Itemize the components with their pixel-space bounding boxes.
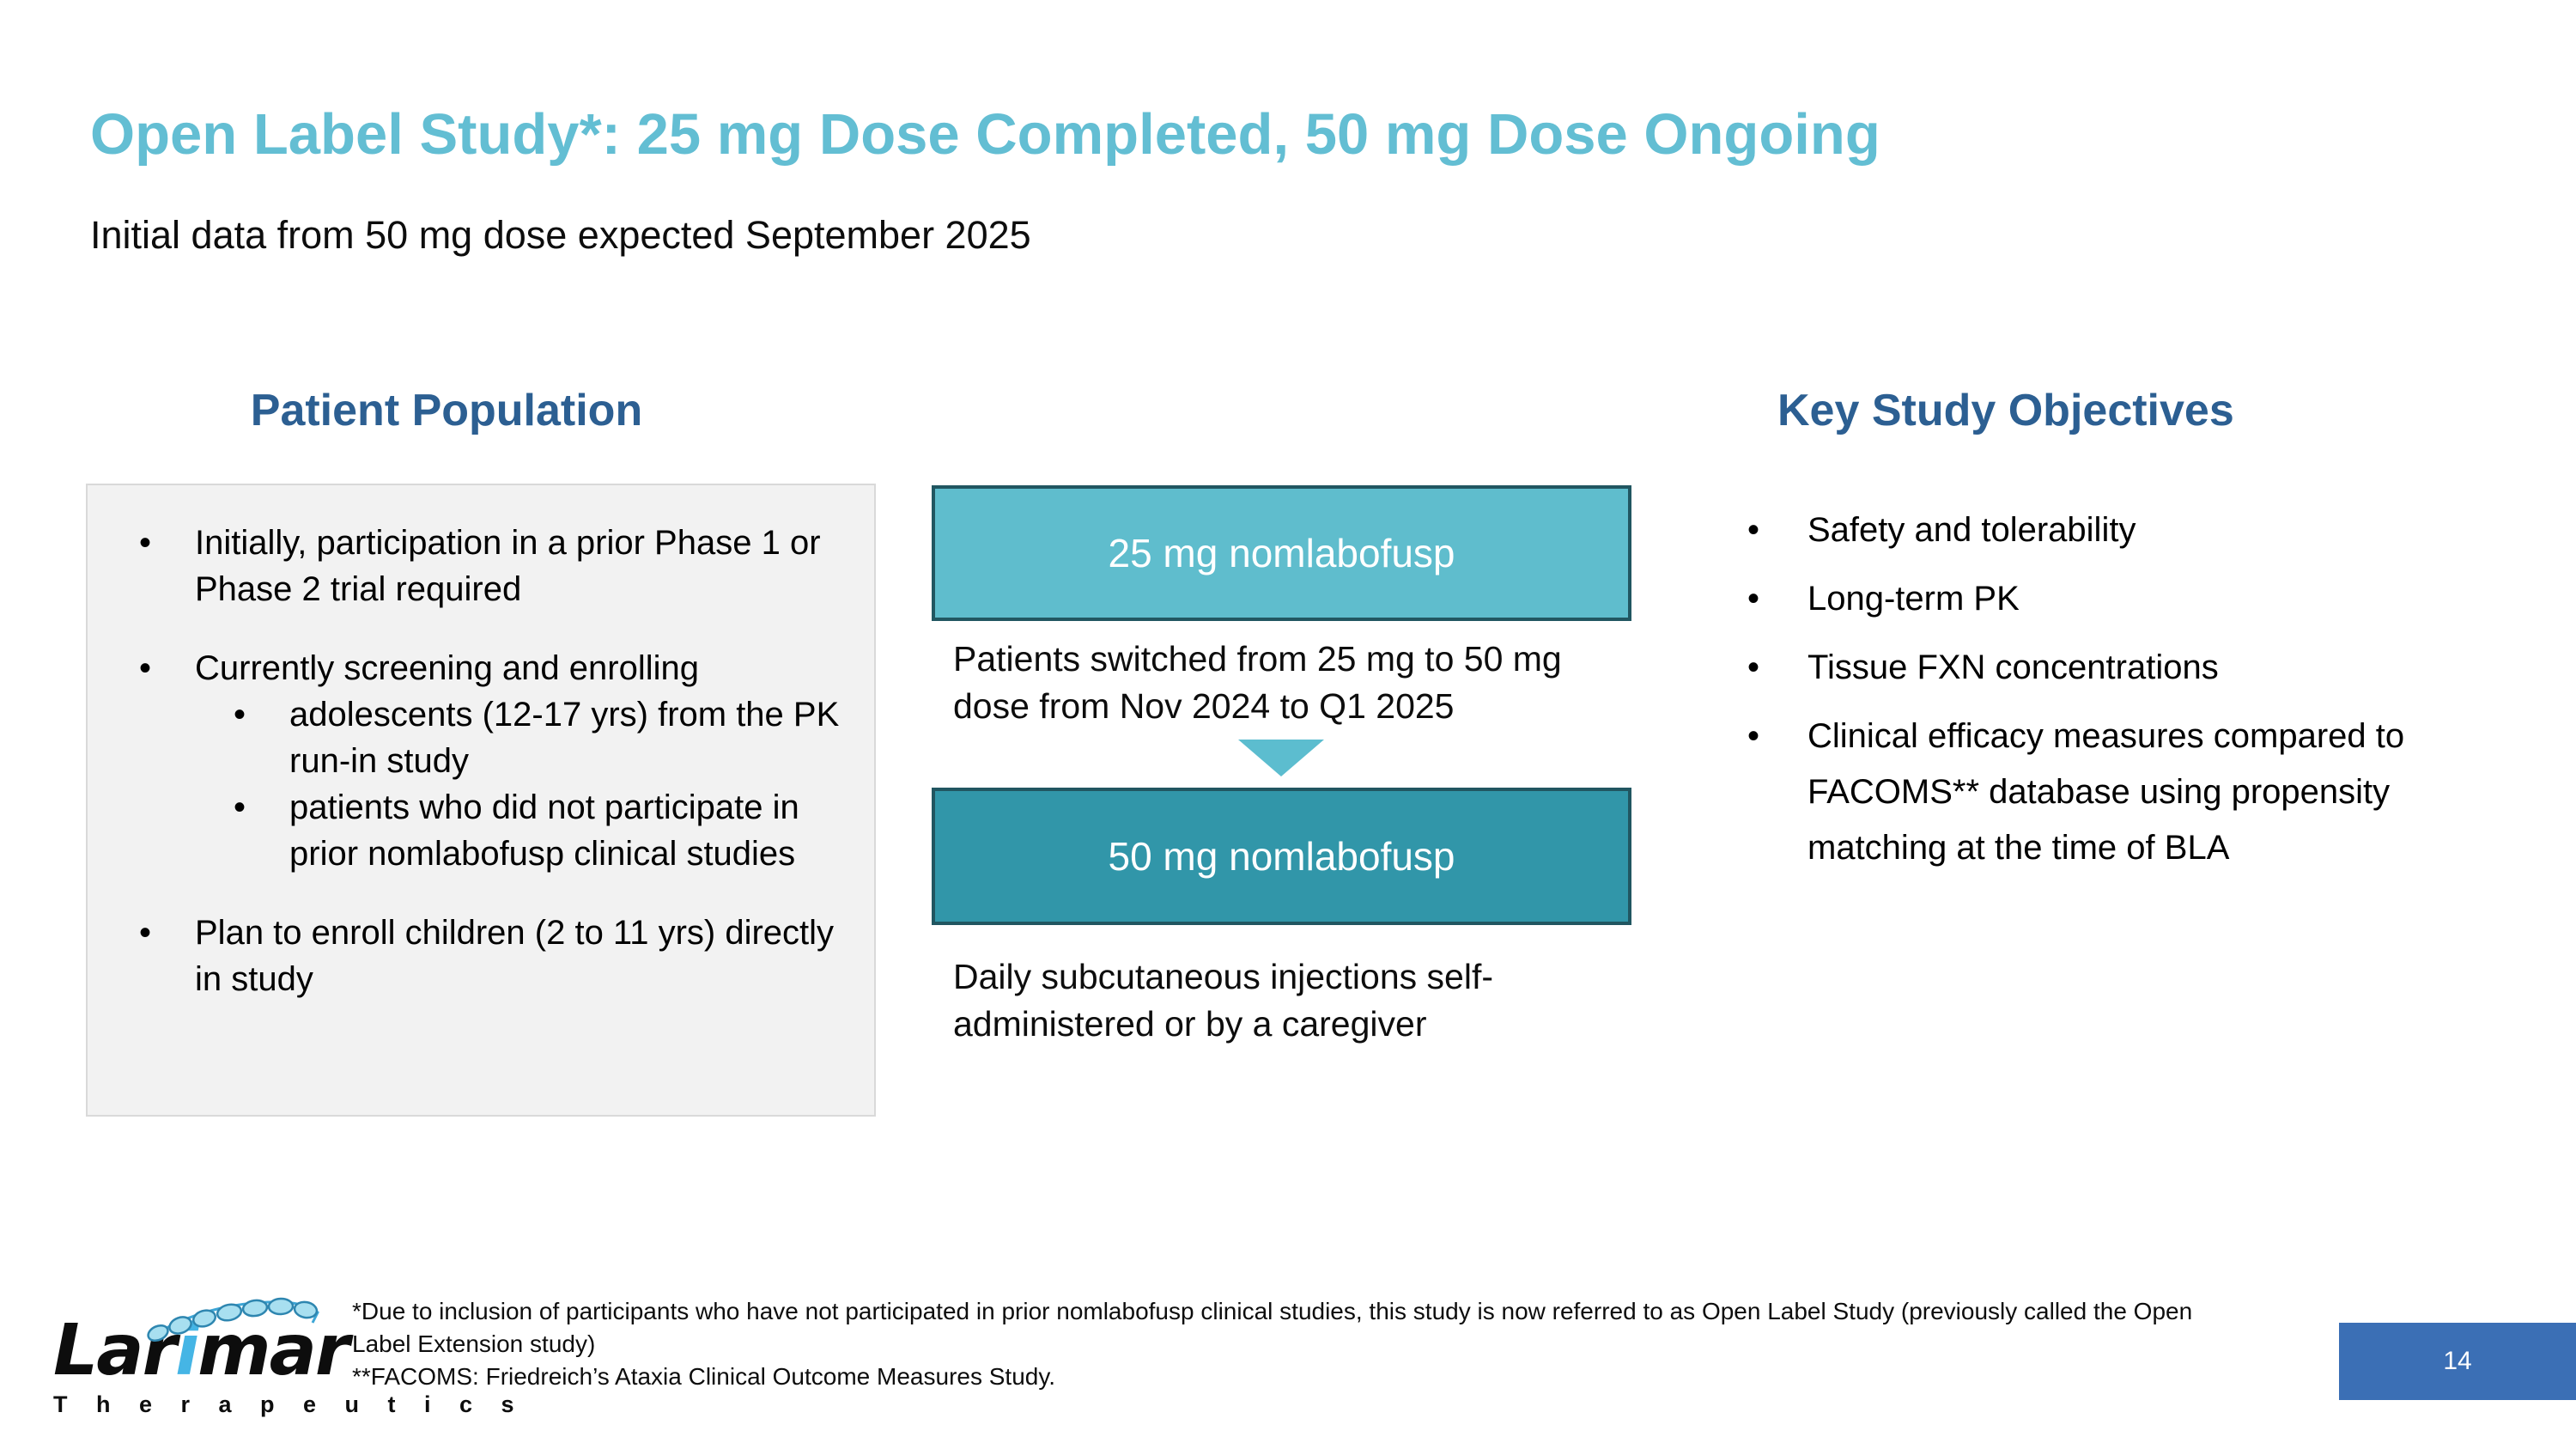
bullet-text: Currently screening and enrolling [195,649,699,687]
down-arrow-icon [1238,740,1324,776]
bullet-icon: • [234,788,246,826]
patient-population-list: • Initially, participation in a prior Ph… [139,520,840,1002]
logo-subtext: T h e r a p e u t i c s [53,1391,526,1417]
dose-switch-note: Patients switched from 25 mg to 50 mg do… [953,639,1562,726]
bullet-icon: • [1747,511,1760,549]
bullet-icon: • [139,649,152,687]
list-item: • Tissue FXN concentrations [1747,640,2503,696]
dose-admin-note: Daily subcutaneous injections self-admin… [953,957,1493,1044]
slide-title: Open Label Study*: 25 mg Dose Completed,… [90,102,1880,167]
list-item: • adolescents (12-17 yrs) from the PK ru… [234,691,840,784]
larimar-logo: Larimar T h e r a p e u t i c s [53,1297,526,1418]
dose-50mg-box: 50 mg nomlabofusp [932,788,1631,925]
list-item: • Plan to enroll children (2 to 11 yrs) … [139,910,840,1002]
list-item: • Currently screening and enrolling • ad… [139,645,840,877]
bullet-icon: • [139,914,152,952]
footnote-2: **FACOMS: Friedreich’s Ataxia Clinical O… [352,1363,1056,1390]
footnotes: *Due to inclusion of participants who ha… [352,1295,2220,1393]
bullet-icon: • [1747,580,1760,618]
footnote-1: *Due to inclusion of participants who ha… [352,1298,2193,1357]
bullet-text: adolescents (12-17 yrs) from the PK run-… [289,696,840,780]
list-item: • Safety and tolerability [1747,502,2503,558]
bullet-text: Plan to enroll children (2 to 11 yrs) di… [195,914,835,998]
bullet-text: Long-term PK [1807,580,2020,618]
bullet-icon: • [1747,648,1760,686]
bullet-text: Initially, participation in a prior Phas… [195,524,821,608]
bullet-text: patients who did not participate in prio… [289,788,799,873]
dose-25mg-box: 25 mg nomlabofusp [932,485,1631,621]
slide-subtitle: Initial data from 50 mg dose expected Se… [90,213,1031,257]
list-item: • Long-term PK [1747,571,2503,627]
bullet-text: Tissue FXN concentrations [1807,648,2219,686]
larimar-helix-icon [147,1297,319,1342]
logo-text: mar [197,1310,349,1391]
sub-list: • adolescents (12-17 yrs) from the PK ru… [234,691,840,877]
patient-population-panel: • Initially, participation in a prior Ph… [86,484,876,1117]
bullet-icon: • [234,696,246,734]
list-item: • Clinical efficacy measures compared to… [1747,709,2503,876]
bullet-icon: • [1747,717,1760,755]
page-number: 14 [2443,1347,2472,1375]
key-objectives-list: • Safety and tolerability • Long-term PK… [1747,502,2503,889]
page-number-badge: 14 [2339,1323,2576,1400]
bullet-icon: • [139,524,152,562]
list-item: • patients who did not participate in pr… [234,784,840,877]
list-item: • Initially, participation in a prior Ph… [139,520,840,612]
bullet-text: Safety and tolerability [1807,511,2136,549]
patient-population-heading: Patient Population [250,386,643,435]
bullet-text: Clinical efficacy measures compared to F… [1807,717,2405,867]
key-objectives-heading: Key Study Objectives [1777,386,2234,435]
